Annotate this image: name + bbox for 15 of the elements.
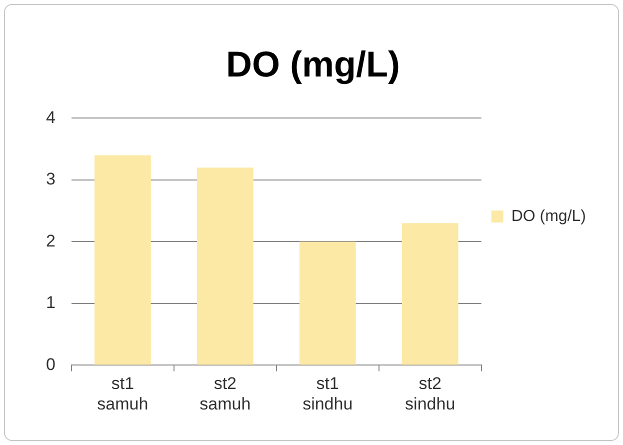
bar [94,155,151,365]
y-tick-label: 1 [46,293,56,312]
chart-title: DO (mg/L) [226,44,400,85]
x-tick-label: st2 samuh [200,374,251,414]
x-tick-label: st1 sindhu [302,374,353,414]
legend-label: DO (mg/L) [511,208,586,225]
bar [402,223,458,365]
bar [299,242,356,365]
y-tick-label: 4 [46,108,56,127]
x-tick-label: st2 sindhu [405,374,456,414]
y-tick-label: 2 [46,231,56,250]
y-tick-label: 3 [46,170,56,189]
x-tick-label: st1 samuh [97,374,148,414]
y-tick-label: 0 [46,354,56,374]
bar [196,168,254,365]
